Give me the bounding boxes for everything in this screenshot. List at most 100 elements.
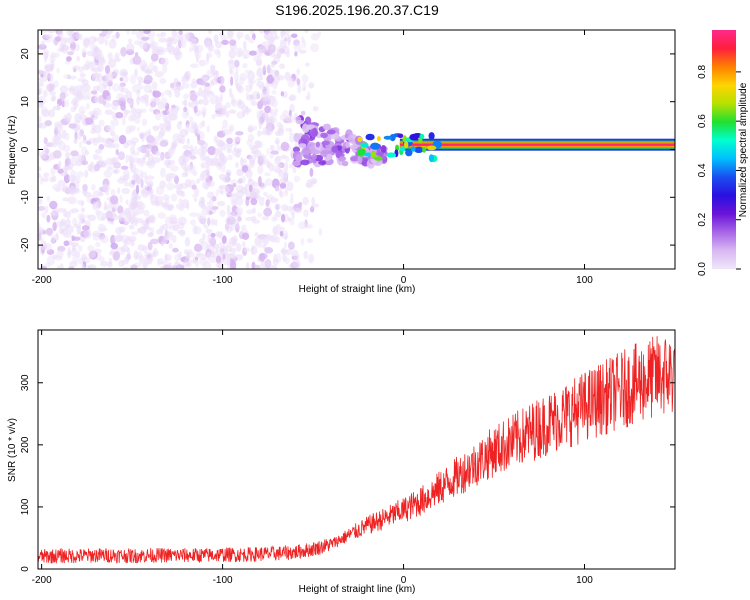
heatmap-noise-cell (134, 116, 141, 124)
heatmap-noise-cell (131, 168, 140, 174)
heatmap-noise-cell (300, 238, 305, 246)
heatmap-noise-cell (265, 118, 273, 129)
heatmap-noise-cell (109, 195, 119, 205)
heatmap-noise-cell (103, 206, 111, 211)
spectrogram-xlabel: Height of straight line (km) (299, 284, 416, 295)
heatmap-noise-cell (227, 154, 233, 161)
heatmap-signal-blob (357, 136, 363, 142)
heatmap-noise-cell (48, 109, 56, 118)
heatmap-noise-cell (143, 185, 149, 195)
heatmap-noise-cell (81, 253, 87, 260)
heatmap-noise-cell (257, 164, 264, 175)
heatmap-noise-cell (80, 201, 84, 207)
heatmap-noise-cell (38, 243, 48, 250)
heatmap-noise-cell (57, 179, 66, 187)
heatmap-noise-cell (103, 102, 112, 108)
heatmap-noise-cell (283, 241, 288, 249)
heatmap-noise-cell (248, 177, 253, 183)
heatmap-transition-cell (304, 116, 312, 125)
heatmap-noise-cell (279, 63, 285, 70)
heatmap-noise-cell (58, 141, 66, 151)
heatmap-noise-cell (149, 107, 154, 113)
heatmap-noise-cell (193, 124, 199, 133)
heatmap-noise-cell (212, 243, 219, 250)
heatmap-noise-cell (300, 110, 306, 116)
heatmap-noise-cell (190, 37, 197, 48)
heatmap-noise-cell (70, 150, 79, 157)
heatmap-noise-cell (131, 231, 138, 236)
heatmap-noise-cell (143, 30, 151, 35)
heatmap-noise-cell (194, 188, 200, 196)
heatmap-noise-cell (167, 148, 176, 155)
heatmap-noise-cell (168, 243, 173, 249)
heatmap-noise-cell (202, 110, 206, 118)
heatmap-noise-cell (82, 184, 88, 192)
heatmap-noise-cell (59, 91, 66, 101)
heatmap-noise-cell (171, 234, 177, 244)
heatmap-noise-cell (46, 195, 51, 202)
heatmap-signal-blob (357, 148, 366, 155)
heatmap-noise-cell (210, 81, 215, 87)
x-tick-label: -200 (32, 275, 52, 286)
heatmap-noise-cell (264, 172, 271, 177)
heatmap-noise-cell (207, 191, 215, 199)
x-tick-label: -100 (213, 275, 233, 286)
heatmap-noise-cell (159, 180, 167, 189)
heatmap-signal-blob (370, 152, 376, 157)
heatmap-noise-cell (138, 257, 146, 264)
heatmap-noise-cell (55, 232, 59, 242)
heatmap-noise-cell (66, 117, 71, 125)
heatmap-noise-cell (228, 88, 233, 98)
heatmap-noise-cell (182, 145, 191, 150)
colorbar-gradient (712, 30, 736, 269)
heatmap-noise-cell (205, 165, 210, 173)
heatmap-noise-cell (74, 43, 80, 52)
heatmap-noise-cell (128, 38, 133, 44)
x-tick-label: 0 (401, 575, 407, 586)
heatmap-noise-cell (221, 156, 228, 164)
heatmap-noise-cell (43, 137, 48, 145)
heatmap-noise-cell (206, 201, 210, 207)
heatmap-noise-cell (73, 67, 77, 73)
heatmap-noise-cell (76, 55, 80, 62)
heatmap-noise-cell (183, 164, 191, 172)
heatmap-noise-cell (198, 59, 207, 67)
heatmap-noise-cell (78, 219, 85, 225)
heatmap-noise-cell (135, 177, 142, 185)
heatmap-noise-cell (178, 120, 183, 125)
heatmap-noise-cell (142, 225, 149, 231)
heatmap-noise-cell (136, 76, 142, 81)
heatmap-noise-cell (230, 179, 239, 185)
heatmap-noise-cell (107, 58, 117, 69)
heatmap-noise-cell (75, 31, 80, 40)
heatmap-noise-cell (204, 40, 212, 49)
heatmap-noise-cell (229, 260, 237, 269)
heatmap-noise-cell (174, 183, 183, 190)
heatmap-noise-cell (308, 253, 315, 264)
heatmap-noise-cell (150, 53, 159, 62)
heatmap-noise-cell (51, 175, 57, 183)
heatmap-noise-cell (140, 225, 144, 234)
y-tick-label: -10 (20, 190, 31, 205)
heatmap-noise-cell (188, 248, 193, 255)
heatmap-noise-cell (136, 95, 140, 106)
heatmap-noise-cell (220, 190, 224, 195)
heatmap-signal-blob (427, 145, 437, 151)
heatmap-noise-cell (237, 85, 244, 94)
heatmap-noise-cell (44, 205, 49, 214)
heatmap-noise-cell (118, 134, 127, 145)
heatmap-noise-cell (270, 63, 275, 68)
heatmap-transition-cell (357, 154, 363, 164)
heatmap-noise-cell (158, 37, 168, 43)
heatmap-noise-cell (141, 118, 148, 126)
heatmap-noise-cell (96, 211, 105, 221)
heatmap-noise-cell (285, 155, 290, 163)
heatmap-noise-cell (100, 260, 109, 267)
heatmap-noise-cell (243, 40, 247, 51)
heatmap-noise-cell (246, 138, 253, 147)
heatmap-noise-cell (161, 203, 169, 208)
heatmap-noise-cell (125, 253, 130, 263)
heatmap-noise-cell (93, 85, 100, 92)
heatmap-noise-cell (193, 197, 198, 202)
heatmap-noise-cell (306, 179, 313, 189)
